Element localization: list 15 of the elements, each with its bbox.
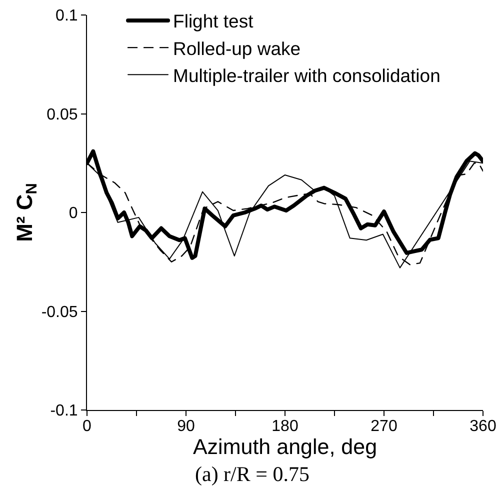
- y-tick-label: -0.1: [50, 402, 78, 420]
- x-axis-title: Azimuth angle, deg: [192, 435, 378, 460]
- legend-label: Rolled-up wake: [173, 38, 301, 59]
- legend-label: Flight test: [173, 10, 254, 32]
- x-tick-label: 90: [177, 418, 195, 436]
- y-tick-label: 0.05: [46, 106, 78, 124]
- x-tick-label: 270: [370, 418, 398, 436]
- text: (a) r/R = 0.75: [195, 462, 310, 486]
- y-tick-label: -0.05: [41, 304, 78, 321]
- x-tick-label: 0: [82, 418, 92, 436]
- x-tick-label: 180: [272, 418, 298, 436]
- x-tick-label: 360: [470, 418, 496, 436]
- y-tick-label: 0: [68, 205, 78, 222]
- legend-label: Multiple-trailer with consolidation: [173, 64, 440, 86]
- y-tick-label: 0.1: [56, 8, 78, 25]
